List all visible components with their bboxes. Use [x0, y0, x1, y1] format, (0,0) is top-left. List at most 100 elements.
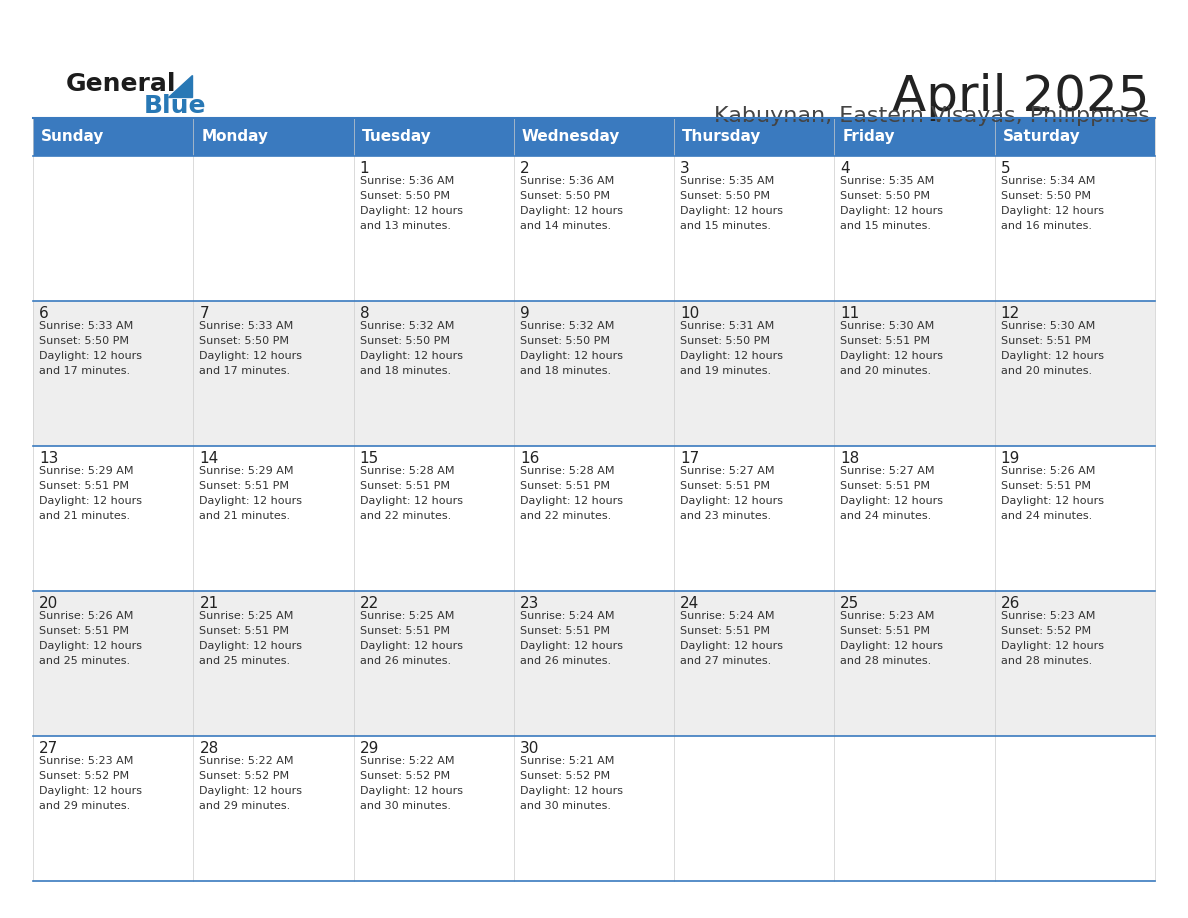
Bar	[834, 301, 994, 446]
Text: 2: 2	[520, 161, 530, 176]
Text: and 13 minutes.: and 13 minutes.	[360, 221, 450, 231]
Text: Sunrise: 5:26 AM: Sunrise: 5:26 AM	[39, 611, 133, 621]
Text: Sunset: 5:50 PM: Sunset: 5:50 PM	[680, 191, 770, 201]
Text: 14: 14	[200, 451, 219, 466]
Text: Daylight: 12 hours: Daylight: 12 hours	[200, 496, 303, 506]
Text: and 20 minutes.: and 20 minutes.	[1000, 366, 1092, 376]
Text: and 30 minutes.: and 30 minutes.	[360, 801, 450, 812]
Text: Sunset: 5:51 PM: Sunset: 5:51 PM	[840, 481, 930, 491]
Bar	[354, 301, 514, 446]
Text: Blue: Blue	[144, 95, 206, 118]
Text: Daylight: 12 hours: Daylight: 12 hours	[1000, 206, 1104, 216]
Text: 16: 16	[520, 451, 539, 466]
Bar	[834, 156, 994, 301]
Text: Saturday: Saturday	[1003, 129, 1080, 144]
Text: Daylight: 12 hours: Daylight: 12 hours	[840, 351, 943, 361]
Polygon shape	[169, 75, 192, 97]
Text: Sunrise: 5:27 AM: Sunrise: 5:27 AM	[840, 466, 935, 476]
Bar	[994, 301, 1155, 446]
Text: 13: 13	[39, 451, 58, 466]
Text: Sunset: 5:50 PM: Sunset: 5:50 PM	[39, 336, 129, 346]
Text: and 19 minutes.: and 19 minutes.	[680, 366, 771, 376]
Text: 22: 22	[360, 596, 379, 611]
Text: Sunrise: 5:35 AM: Sunrise: 5:35 AM	[840, 176, 935, 186]
Text: Friday: Friday	[842, 129, 895, 144]
Bar	[33, 301, 194, 446]
Text: 26: 26	[1000, 596, 1020, 611]
Text: Daylight: 12 hours: Daylight: 12 hours	[1000, 641, 1104, 651]
Bar	[674, 301, 834, 446]
Text: Daylight: 12 hours: Daylight: 12 hours	[840, 496, 943, 506]
Text: Wednesday: Wednesday	[522, 129, 620, 144]
Text: and 15 minutes.: and 15 minutes.	[680, 221, 771, 231]
Text: Daylight: 12 hours: Daylight: 12 hours	[1000, 496, 1104, 506]
Text: Sunrise: 5:30 AM: Sunrise: 5:30 AM	[840, 321, 935, 331]
Text: Daylight: 12 hours: Daylight: 12 hours	[840, 206, 943, 216]
Text: Sunset: 5:51 PM: Sunset: 5:51 PM	[200, 481, 290, 491]
Text: Sunrise: 5:32 AM: Sunrise: 5:32 AM	[360, 321, 454, 331]
Text: Tuesday: Tuesday	[361, 129, 431, 144]
Text: and 20 minutes.: and 20 minutes.	[840, 366, 931, 376]
Text: and 29 minutes.: and 29 minutes.	[200, 801, 291, 812]
Text: 23: 23	[520, 596, 539, 611]
Text: Sunrise: 5:30 AM: Sunrise: 5:30 AM	[1000, 321, 1095, 331]
Bar	[834, 591, 994, 736]
Bar	[194, 156, 354, 301]
Text: Daylight: 12 hours: Daylight: 12 hours	[200, 351, 303, 361]
Bar	[194, 446, 354, 591]
Text: Sunset: 5:51 PM: Sunset: 5:51 PM	[680, 626, 770, 636]
Text: Sunset: 5:51 PM: Sunset: 5:51 PM	[520, 626, 609, 636]
Text: and 25 minutes.: and 25 minutes.	[200, 656, 291, 666]
Text: Sunset: 5:52 PM: Sunset: 5:52 PM	[520, 771, 609, 781]
Text: Sunrise: 5:23 AM: Sunrise: 5:23 AM	[39, 756, 133, 767]
Bar	[674, 446, 834, 591]
Bar	[994, 446, 1155, 591]
Text: Daylight: 12 hours: Daylight: 12 hours	[39, 641, 143, 651]
Bar	[33, 591, 194, 736]
Text: Sunset: 5:51 PM: Sunset: 5:51 PM	[360, 481, 450, 491]
Text: Sunset: 5:52 PM: Sunset: 5:52 PM	[39, 771, 129, 781]
Text: Daylight: 12 hours: Daylight: 12 hours	[520, 786, 623, 796]
Text: and 22 minutes.: and 22 minutes.	[520, 511, 611, 521]
Text: 24: 24	[680, 596, 700, 611]
Text: 9: 9	[520, 306, 530, 321]
Text: 8: 8	[360, 306, 369, 321]
Bar	[994, 591, 1155, 736]
Text: Sunset: 5:50 PM: Sunset: 5:50 PM	[840, 191, 930, 201]
Text: Sunrise: 5:25 AM: Sunrise: 5:25 AM	[360, 611, 454, 621]
Text: 17: 17	[680, 451, 700, 466]
Text: Sunrise: 5:23 AM: Sunrise: 5:23 AM	[840, 611, 935, 621]
Text: Sunrise: 5:28 AM: Sunrise: 5:28 AM	[360, 466, 454, 476]
Text: Kabuynan, Eastern Visayas, Philippines: Kabuynan, Eastern Visayas, Philippines	[714, 106, 1150, 126]
Text: Daylight: 12 hours: Daylight: 12 hours	[360, 641, 462, 651]
Text: Sunset: 5:52 PM: Sunset: 5:52 PM	[1000, 626, 1091, 636]
Text: Sunset: 5:51 PM: Sunset: 5:51 PM	[39, 626, 129, 636]
Text: Sunrise: 5:36 AM: Sunrise: 5:36 AM	[520, 176, 614, 186]
Text: and 21 minutes.: and 21 minutes.	[39, 511, 131, 521]
Text: and 25 minutes.: and 25 minutes.	[39, 656, 131, 666]
Text: Daylight: 12 hours: Daylight: 12 hours	[39, 496, 143, 506]
Text: Sunrise: 5:36 AM: Sunrise: 5:36 AM	[360, 176, 454, 186]
Text: Monday: Monday	[202, 129, 268, 144]
Text: Sunrise: 5:21 AM: Sunrise: 5:21 AM	[520, 756, 614, 767]
Bar	[994, 736, 1155, 881]
Text: Sunset: 5:51 PM: Sunset: 5:51 PM	[840, 336, 930, 346]
Bar	[514, 591, 674, 736]
Bar	[33, 736, 194, 881]
Text: Daylight: 12 hours: Daylight: 12 hours	[680, 206, 783, 216]
Bar	[674, 591, 834, 736]
Text: 20: 20	[39, 596, 58, 611]
Text: Daylight: 12 hours: Daylight: 12 hours	[360, 351, 462, 361]
Bar	[514, 446, 674, 591]
Text: 18: 18	[840, 451, 860, 466]
Text: Sunrise: 5:22 AM: Sunrise: 5:22 AM	[200, 756, 293, 767]
Bar	[194, 301, 354, 446]
Bar	[674, 156, 834, 301]
Text: and 29 minutes.: and 29 minutes.	[39, 801, 131, 812]
Text: Sunset: 5:50 PM: Sunset: 5:50 PM	[520, 191, 609, 201]
Bar	[834, 446, 994, 591]
Bar	[354, 446, 514, 591]
Text: and 28 minutes.: and 28 minutes.	[1000, 656, 1092, 666]
Text: Sunset: 5:50 PM: Sunset: 5:50 PM	[200, 336, 290, 346]
Text: Sunrise: 5:23 AM: Sunrise: 5:23 AM	[1000, 611, 1095, 621]
